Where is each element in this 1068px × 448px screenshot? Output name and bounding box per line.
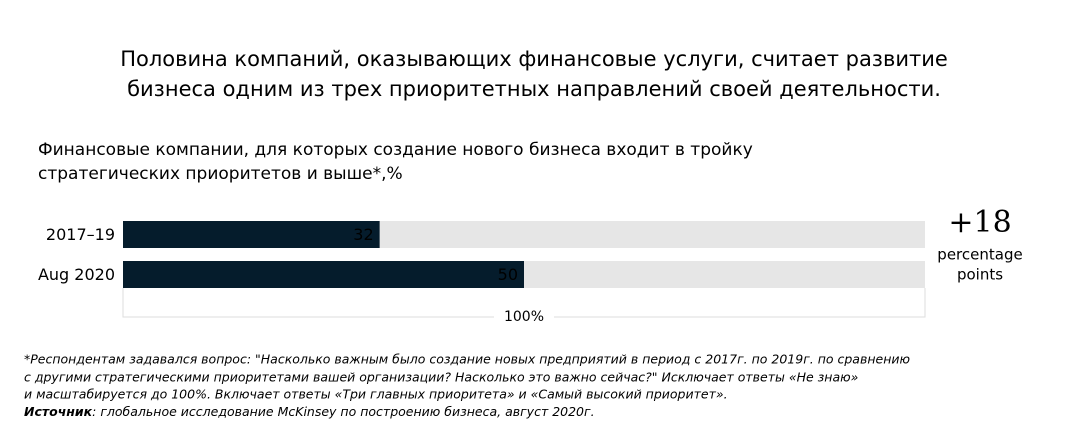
bar: [123, 261, 524, 288]
footnote: с другими стратегическими приоритетами в…: [24, 370, 858, 385]
y-tick-label: Aug 2020: [38, 265, 115, 284]
source: Источник: глобальное исследование McKins…: [24, 404, 595, 419]
chart-title: Половина компаний, оказывающих финансовы…: [120, 47, 948, 71]
chart-title: бизнеса одним из трех приоритетных напра…: [127, 77, 941, 101]
source-label: Источник: [24, 404, 93, 419]
value-label: 32: [353, 225, 373, 244]
x-tick-label: 100%: [504, 309, 544, 325]
source-text: : глобальное исследование McKinsey по по…: [92, 404, 594, 419]
range-bracket: [122, 288, 926, 318]
chart-subtitle: Финансовые компании, для которых создани…: [38, 140, 753, 160]
bar: [123, 221, 380, 248]
annotation-text: percentage: [937, 246, 1022, 264]
footnote: *Респондентам задавался вопрос: "Насколь…: [24, 352, 910, 367]
footnote: и масштабируется до 100%. Включает ответ…: [24, 387, 728, 402]
annotation-text: points: [957, 266, 1003, 284]
chart-subtitle: стратегических приоритетов и выше*,%: [38, 164, 403, 184]
annotation-value: +18: [948, 205, 1011, 240]
y-tick-label: 2017–19: [46, 225, 115, 244]
value-label: 50: [498, 265, 518, 284]
